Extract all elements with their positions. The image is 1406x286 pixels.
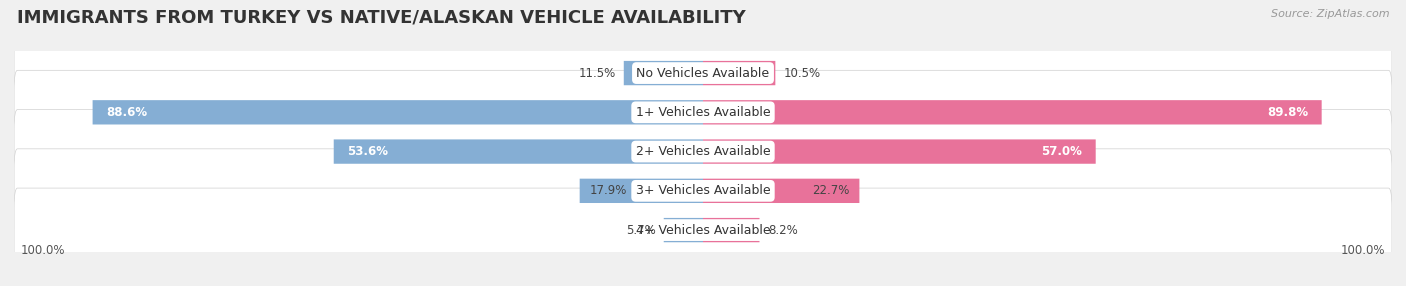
Text: 8.2%: 8.2% <box>768 224 797 237</box>
FancyBboxPatch shape <box>703 61 775 85</box>
FancyBboxPatch shape <box>14 149 1392 233</box>
Text: 2+ Vehicles Available: 2+ Vehicles Available <box>636 145 770 158</box>
FancyBboxPatch shape <box>703 100 1322 124</box>
FancyBboxPatch shape <box>703 139 1095 164</box>
Text: Source: ZipAtlas.com: Source: ZipAtlas.com <box>1271 9 1389 19</box>
FancyBboxPatch shape <box>579 179 703 203</box>
FancyBboxPatch shape <box>333 139 703 164</box>
Text: 3+ Vehicles Available: 3+ Vehicles Available <box>636 184 770 197</box>
Text: 22.7%: 22.7% <box>811 184 849 197</box>
Text: IMMIGRANTS FROM TURKEY VS NATIVE/ALASKAN VEHICLE AVAILABILITY: IMMIGRANTS FROM TURKEY VS NATIVE/ALASKAN… <box>17 9 745 27</box>
FancyBboxPatch shape <box>14 110 1392 194</box>
Text: No Vehicles Available: No Vehicles Available <box>637 67 769 80</box>
Text: 17.9%: 17.9% <box>591 184 627 197</box>
FancyBboxPatch shape <box>14 31 1392 115</box>
FancyBboxPatch shape <box>14 70 1392 154</box>
FancyBboxPatch shape <box>703 179 859 203</box>
Text: 100.0%: 100.0% <box>21 244 66 257</box>
Text: 4+ Vehicles Available: 4+ Vehicles Available <box>636 224 770 237</box>
Text: 100.0%: 100.0% <box>1340 244 1385 257</box>
Text: 57.0%: 57.0% <box>1040 145 1083 158</box>
FancyBboxPatch shape <box>664 218 703 242</box>
Text: 53.6%: 53.6% <box>347 145 388 158</box>
Text: 88.6%: 88.6% <box>107 106 148 119</box>
Text: 1+ Vehicles Available: 1+ Vehicles Available <box>636 106 770 119</box>
Text: 10.5%: 10.5% <box>783 67 821 80</box>
FancyBboxPatch shape <box>14 188 1392 272</box>
Text: 11.5%: 11.5% <box>578 67 616 80</box>
Text: 5.7%: 5.7% <box>626 224 655 237</box>
FancyBboxPatch shape <box>93 100 703 124</box>
Text: 89.8%: 89.8% <box>1267 106 1308 119</box>
FancyBboxPatch shape <box>624 61 703 85</box>
FancyBboxPatch shape <box>703 218 759 242</box>
